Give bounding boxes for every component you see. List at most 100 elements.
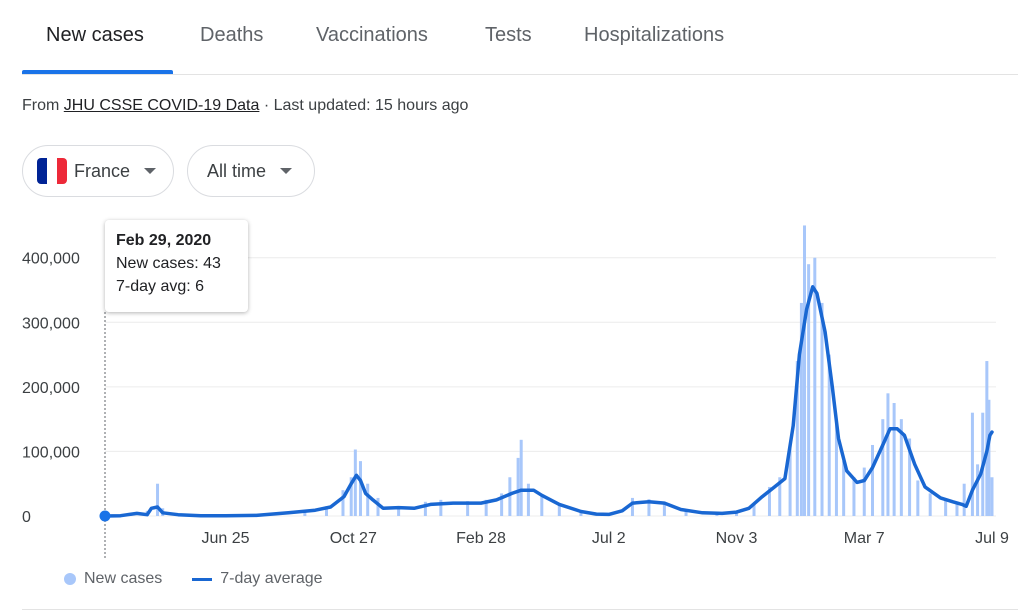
new-cases-bar <box>916 480 920 516</box>
new-cases-bar <box>303 510 307 516</box>
new-cases-bar <box>358 461 362 516</box>
new-cases-bar <box>466 501 470 516</box>
new-cases-bar <box>944 499 948 516</box>
x-tick-label: Jun 25 <box>202 530 250 547</box>
new-cases-bar <box>928 493 932 516</box>
new-cases-bar <box>647 499 651 516</box>
seven-day-average-line <box>103 285 994 518</box>
new-cases-bar <box>353 449 357 516</box>
new-cases-bar <box>662 501 666 516</box>
x-tick-label: Jul 9 <box>975 530 1009 547</box>
last-updated: · Last updated: 15 hours ago <box>259 97 469 114</box>
new-cases-bar <box>862 467 866 516</box>
new-cases-bar <box>990 477 994 516</box>
new-cases-bar <box>799 302 803 516</box>
new-cases-bar <box>842 461 846 516</box>
dropdown-arrow-icon <box>144 168 157 174</box>
tab-hospitalizations[interactable]: Hospitalizations <box>584 24 725 46</box>
time-range-selector[interactable]: All time <box>187 145 315 197</box>
y-tick-label: 300,000 <box>22 315 80 332</box>
new-cases-bar <box>341 490 345 516</box>
new-cases-bar <box>985 361 989 516</box>
new-cases-bar <box>788 444 792 516</box>
legend-average: 7-day average <box>220 570 323 587</box>
new-cases-bar <box>908 438 912 516</box>
new-cases-bar <box>376 497 380 516</box>
x-tick-label: Jul 2 <box>592 530 626 547</box>
new-cases-bar <box>778 477 782 516</box>
x-tick-label: Mar 7 <box>844 530 885 547</box>
x-tick-label: Nov 3 <box>716 530 758 547</box>
cases-chart[interactable]: 0 100,000 200,000 300,000 400,000 Jun 25 Oct … <box>0 200 1023 560</box>
france-flag-icon <box>37 158 67 184</box>
new-cases-bar <box>795 361 799 516</box>
new-cases-bar <box>557 504 561 516</box>
new-cases-bar <box>886 393 890 516</box>
new-cases-bar <box>852 477 856 516</box>
new-cases-legend-icon <box>64 573 76 585</box>
source-line: From JHU CSSE COVID-19 Data · Last updat… <box>22 97 468 115</box>
new-cases-bar <box>439 499 443 516</box>
tab-new-cases[interactable]: New cases <box>46 24 144 46</box>
new-cases-bar <box>976 464 980 516</box>
new-cases-bar <box>870 444 874 516</box>
source-link[interactable]: JHU CSSE COVID-19 Data <box>63 97 260 114</box>
active-tab-indicator <box>22 70 173 74</box>
tooltip-new-cases: New cases: 43 <box>116 255 221 272</box>
new-cases-bar <box>970 412 974 516</box>
new-cases-bar <box>630 497 634 516</box>
new-cases-bar <box>767 486 771 516</box>
new-cases-bar <box>508 477 512 516</box>
new-cases-bar <box>899 419 903 516</box>
new-cases-bar <box>579 510 583 516</box>
legend-new-cases: New cases <box>84 570 163 587</box>
new-cases-bar <box>827 354 831 516</box>
chart-tooltip: Feb 29, 2020 New cases: 43 7-day avg: 6 <box>105 220 248 312</box>
new-cases-bar <box>324 506 328 516</box>
y-tick-label: 100,000 <box>22 444 80 461</box>
new-cases-bar <box>423 501 427 516</box>
new-cases-bar <box>500 493 504 516</box>
new-cases-bar <box>813 257 817 516</box>
dropdown-arrow-icon <box>280 168 293 174</box>
new-cases-bar <box>881 419 885 516</box>
tab-deaths[interactable]: Deaths <box>200 24 264 46</box>
new-cases-bar <box>962 483 966 516</box>
new-cases-bar <box>519 439 523 516</box>
average-legend-icon <box>192 577 213 581</box>
new-cases-bar <box>834 419 838 516</box>
country-label: France <box>74 160 131 181</box>
new-cases-bar <box>752 504 756 516</box>
source-prefix: From <box>22 97 64 114</box>
new-cases-bar <box>803 225 807 516</box>
tooltip-average: 7-day avg: 6 <box>116 278 205 295</box>
new-cases-bar <box>526 483 530 516</box>
new-cases-bar <box>484 499 488 516</box>
tab-bar: New cases Deaths Vaccinations Tests Hosp… <box>22 0 1018 75</box>
new-cases-bar <box>820 302 824 516</box>
new-cases-bar <box>516 457 520 516</box>
new-cases-bar <box>366 483 370 516</box>
new-cases-bar <box>156 483 160 516</box>
new-cases-bar <box>955 503 959 516</box>
new-cases-bar <box>349 477 353 516</box>
tab-vaccinations[interactable]: Vaccinations <box>316 24 428 46</box>
hover-point <box>99 510 111 522</box>
new-cases-bar <box>892 403 896 516</box>
tab-tests[interactable]: Tests <box>485 24 532 46</box>
bottom-divider <box>22 609 1018 610</box>
new-cases-bar <box>807 264 811 516</box>
new-cases-bar <box>397 506 401 516</box>
x-tick-label: Feb 28 <box>456 530 506 547</box>
y-tick-label: 400,000 <box>22 251 80 268</box>
chart-legend: New cases 7-day average <box>64 570 323 588</box>
tooltip-date: Feb 29, 2020 <box>116 232 212 249</box>
time-range-label: All time <box>207 160 267 181</box>
x-tick-label: Oct 27 <box>330 530 377 547</box>
y-tick-label: 0 <box>22 509 31 526</box>
new-cases-bar <box>987 399 991 516</box>
country-selector[interactable]: France <box>22 145 174 197</box>
y-tick-label: 200,000 <box>22 380 80 397</box>
new-cases-bar <box>540 495 544 516</box>
new-cases-bar <box>684 510 688 516</box>
